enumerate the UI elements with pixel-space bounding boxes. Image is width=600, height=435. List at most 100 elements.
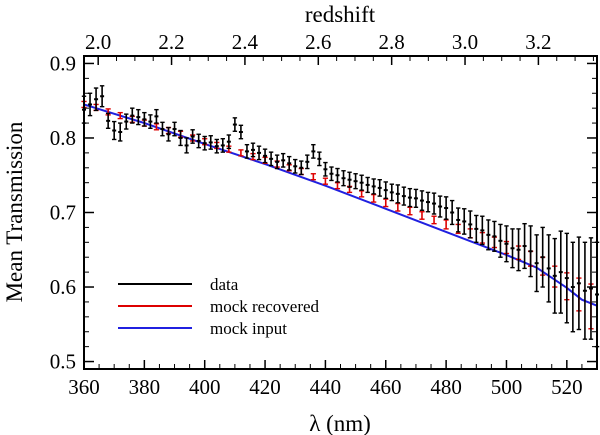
top-tick-label: 2.8 — [379, 30, 405, 54]
data-point — [256, 145, 262, 161]
mock-recovered-point — [334, 181, 341, 190]
mock-recovered-point — [371, 193, 377, 203]
mock-recovered-point — [383, 198, 389, 208]
mock-recovered-point — [117, 111, 123, 120]
data-point — [178, 129, 183, 147]
data-point — [93, 87, 99, 112]
data-point — [492, 220, 497, 252]
data-point — [244, 143, 250, 159]
legend-label-data: data — [210, 275, 239, 294]
data-point — [99, 85, 105, 108]
y-tick-label: 0.6 — [50, 275, 76, 299]
data-point — [160, 121, 165, 137]
data-point — [443, 196, 449, 220]
data-point — [468, 210, 473, 239]
top-tick-label: 2.2 — [158, 30, 184, 54]
data-point — [293, 158, 298, 174]
data-point — [564, 232, 570, 324]
data-point — [274, 154, 280, 170]
mock-recovered-point — [407, 206, 413, 216]
data-point — [287, 155, 292, 171]
data-point — [124, 113, 129, 130]
data-point — [486, 219, 491, 251]
ticks-layer — [83, 56, 597, 369]
top-axis-title: redshift — [305, 2, 376, 27]
y-tick-label: 0.8 — [50, 126, 76, 150]
data-point — [220, 138, 226, 153]
top-tick-label: 2.0 — [85, 30, 111, 54]
data-point — [311, 143, 316, 159]
data-point — [142, 111, 147, 127]
x-tick-label: 480 — [430, 375, 462, 399]
data-point — [214, 138, 219, 154]
data-point — [359, 174, 364, 191]
data-point — [111, 120, 117, 141]
data-point — [280, 152, 286, 168]
data-point — [395, 184, 401, 204]
y-tick-label: 0.9 — [50, 51, 76, 75]
data-point — [516, 228, 521, 272]
data-point — [377, 179, 382, 197]
data-point — [232, 117, 238, 132]
data-point — [534, 234, 539, 293]
data-point — [504, 225, 509, 263]
data-point — [437, 195, 443, 218]
data-point — [431, 192, 437, 215]
labels-layer: 360 380 400 420 440 460 480 500 520 0.5 0.6 0.7 0.8 0… — [50, 30, 583, 399]
legend-label-mock-input: mock input — [210, 319, 287, 338]
x-axis-title: λ (nm) — [309, 411, 371, 435]
mock-recovered-point — [310, 173, 316, 181]
x-tick-label: 360 — [68, 375, 100, 399]
mock-recovered-point — [153, 123, 160, 131]
data-point — [413, 188, 419, 208]
mock-recovered-point — [431, 215, 437, 225]
y-tick-label: 0.7 — [50, 201, 76, 225]
data-point — [323, 161, 328, 177]
data-point — [136, 108, 141, 126]
data-point — [305, 154, 310, 170]
data-point — [407, 187, 413, 208]
data-point — [449, 199, 455, 226]
data-point — [202, 135, 207, 151]
mock-recovered-point — [443, 219, 449, 230]
data-point — [105, 112, 111, 129]
data-point — [335, 167, 340, 183]
data-point — [510, 228, 515, 269]
x-tick-label: 520 — [551, 375, 583, 399]
x-tick-label: 460 — [370, 375, 402, 399]
data-point — [226, 134, 232, 150]
data-point — [353, 173, 358, 190]
data-point — [238, 124, 244, 140]
y-tick-label: 0.5 — [50, 350, 76, 374]
legend-label-mock-recovered: mock recovered — [210, 297, 320, 316]
series-layer — [81, 85, 600, 348]
x-tick-label: 420 — [249, 375, 281, 399]
data-point — [208, 135, 213, 150]
top-tick-label: 2.4 — [232, 30, 259, 54]
x-tick-label: 400 — [189, 375, 221, 399]
data-point — [347, 171, 352, 188]
data-point — [371, 178, 376, 195]
data-point — [341, 170, 346, 187]
data-point — [148, 114, 153, 129]
mock-recovered-point — [419, 211, 425, 220]
data-point — [166, 126, 171, 142]
plot-frame — [83, 55, 598, 370]
data-point — [425, 191, 431, 213]
data-point — [474, 214, 479, 244]
data-point — [184, 137, 189, 154]
data-point — [540, 226, 545, 288]
data-point — [582, 241, 588, 340]
mock-recovered-point — [395, 202, 401, 212]
data-point — [268, 151, 274, 167]
x-tick-label: 500 — [491, 375, 523, 399]
data-point — [172, 121, 177, 137]
series-line-2 — [83, 103, 598, 307]
data-point — [552, 237, 557, 314]
data-point — [588, 237, 594, 340]
legend: data mock recovered mock input — [118, 275, 320, 338]
data-point — [419, 190, 425, 211]
data-point — [87, 92, 93, 117]
data-point — [401, 186, 407, 206]
data-point — [329, 166, 334, 182]
